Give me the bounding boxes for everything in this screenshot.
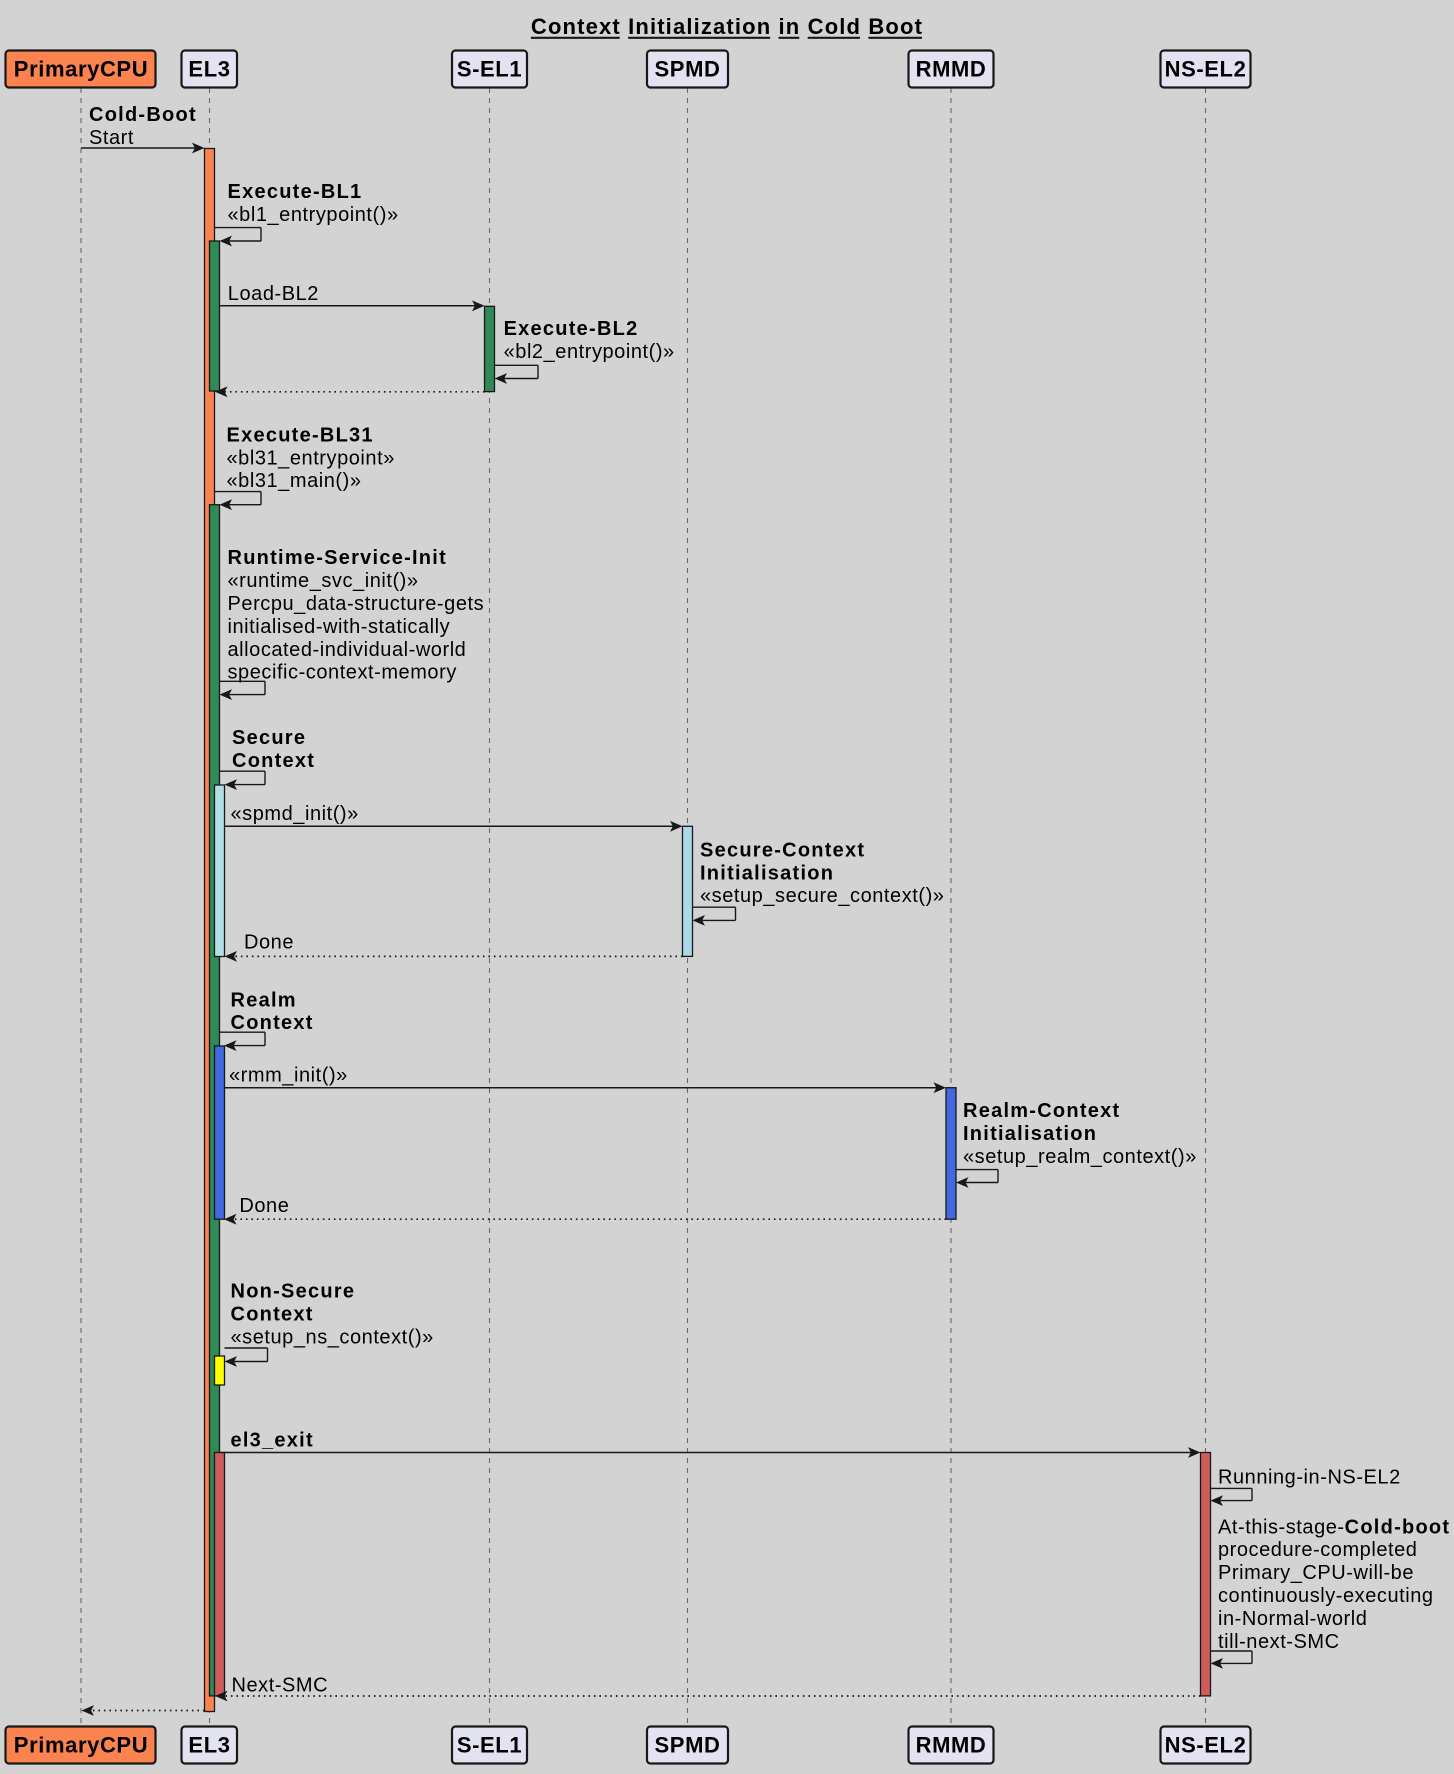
svg-text:in: in [779,14,801,39]
svg-text:«spmd_init()»: «spmd_init()» [231,803,359,825]
svg-text:SPMD: SPMD [655,57,721,82]
svg-text:NS-EL2: NS-EL2 [1165,57,1247,82]
svg-text:Done: Done [239,1195,289,1217]
svg-text:«bl1_entrypoint()»: «bl1_entrypoint()» [228,204,399,226]
svg-text:«setup_realm_context()»: «setup_realm_context()» [963,1146,1197,1168]
svg-text:Realm-Context: Realm-Context [963,1100,1120,1122]
svg-text:PrimaryCPU: PrimaryCPU [14,57,148,82]
svg-text:Secure: Secure [232,727,306,749]
svg-text:«bl2_entrypoint()»: «bl2_entrypoint()» [504,341,675,363]
svg-text:Start: Start [89,127,134,149]
svg-text:Cold-Boot: Cold-Boot [89,104,197,126]
svg-text:S-EL1: S-EL1 [457,1733,522,1758]
svg-text:RMMD: RMMD [916,1733,987,1758]
svg-text:Context: Context [231,1012,314,1034]
svg-text:el3_exit: el3_exit [231,1429,314,1451]
svg-text:allocated-individual-world: allocated-individual-world [228,639,467,661]
svg-text:Primary_CPU-will-be: Primary_CPU-will-be [1218,1562,1414,1584]
svg-text:«runtime_svc_init()»: «runtime_svc_init()» [228,570,419,592]
svg-text:At-this-stage-Cold-boot: At-this-stage-Cold-boot [1218,1516,1450,1538]
svg-text:Load-BL2: Load-BL2 [228,283,319,305]
svg-text:NS-EL2: NS-EL2 [1165,1733,1247,1758]
svg-text:«setup_ns_context()»: «setup_ns_context()» [231,1327,434,1349]
svg-text:Non-Secure: Non-Secure [231,1281,356,1303]
svg-text:Initialisation: Initialisation [963,1123,1097,1145]
svg-text:Cold: Cold [808,14,861,39]
svg-text:Runtime-Service-Init: Runtime-Service-Init [228,547,447,569]
svg-text:in-Normal-world: in-Normal-world [1218,1608,1367,1630]
svg-text:Running-in-NS-EL2: Running-in-NS-EL2 [1218,1466,1401,1488]
svg-text:Next-SMC: Next-SMC [232,1675,329,1697]
svg-text:PrimaryCPU: PrimaryCPU [14,1733,148,1758]
svg-text:Realm: Realm [231,989,297,1011]
svg-text:Initialisation: Initialisation [700,862,834,884]
svg-text:Done: Done [244,932,294,954]
svg-text:S-EL1: S-EL1 [457,57,522,82]
svg-text:«bl31_entrypoint»: «bl31_entrypoint» [227,447,395,469]
svg-text:EL3: EL3 [188,57,230,82]
svg-text:Context: Context [231,1304,314,1326]
svg-text:till-next-SMC: till-next-SMC [1218,1631,1340,1653]
svg-text:«setup_secure_context()»: «setup_secure_context()» [700,885,944,907]
svg-text:specific-context-memory: specific-context-memory [228,662,457,684]
svg-text:Execute-BL31: Execute-BL31 [227,424,374,446]
svg-text:Context: Context [531,14,621,39]
svg-text:«bl31_main()»: «bl31_main()» [227,470,362,492]
svg-text:Percpu_data-structure-gets: Percpu_data-structure-gets [228,593,485,615]
svg-text:RMMD: RMMD [916,57,987,82]
svg-text:continuously-executing: continuously-executing [1218,1585,1434,1607]
svg-text:Secure-Context: Secure-Context [700,839,865,861]
svg-text:Execute-BL1: Execute-BL1 [228,181,363,203]
svg-text:SPMD: SPMD [655,1733,721,1758]
svg-text:Boot: Boot [868,14,923,39]
svg-text:«rmm_init()»: «rmm_init()» [229,1064,348,1086]
svg-text:EL3: EL3 [188,1733,230,1758]
svg-text:Context: Context [232,750,315,772]
svg-text:Execute-BL2: Execute-BL2 [504,318,639,340]
svg-text:procedure-completed: procedure-completed [1218,1539,1417,1561]
svg-text:Initialization: Initialization [628,14,771,39]
svg-text:initialised-with-statically: initialised-with-statically [228,616,451,638]
